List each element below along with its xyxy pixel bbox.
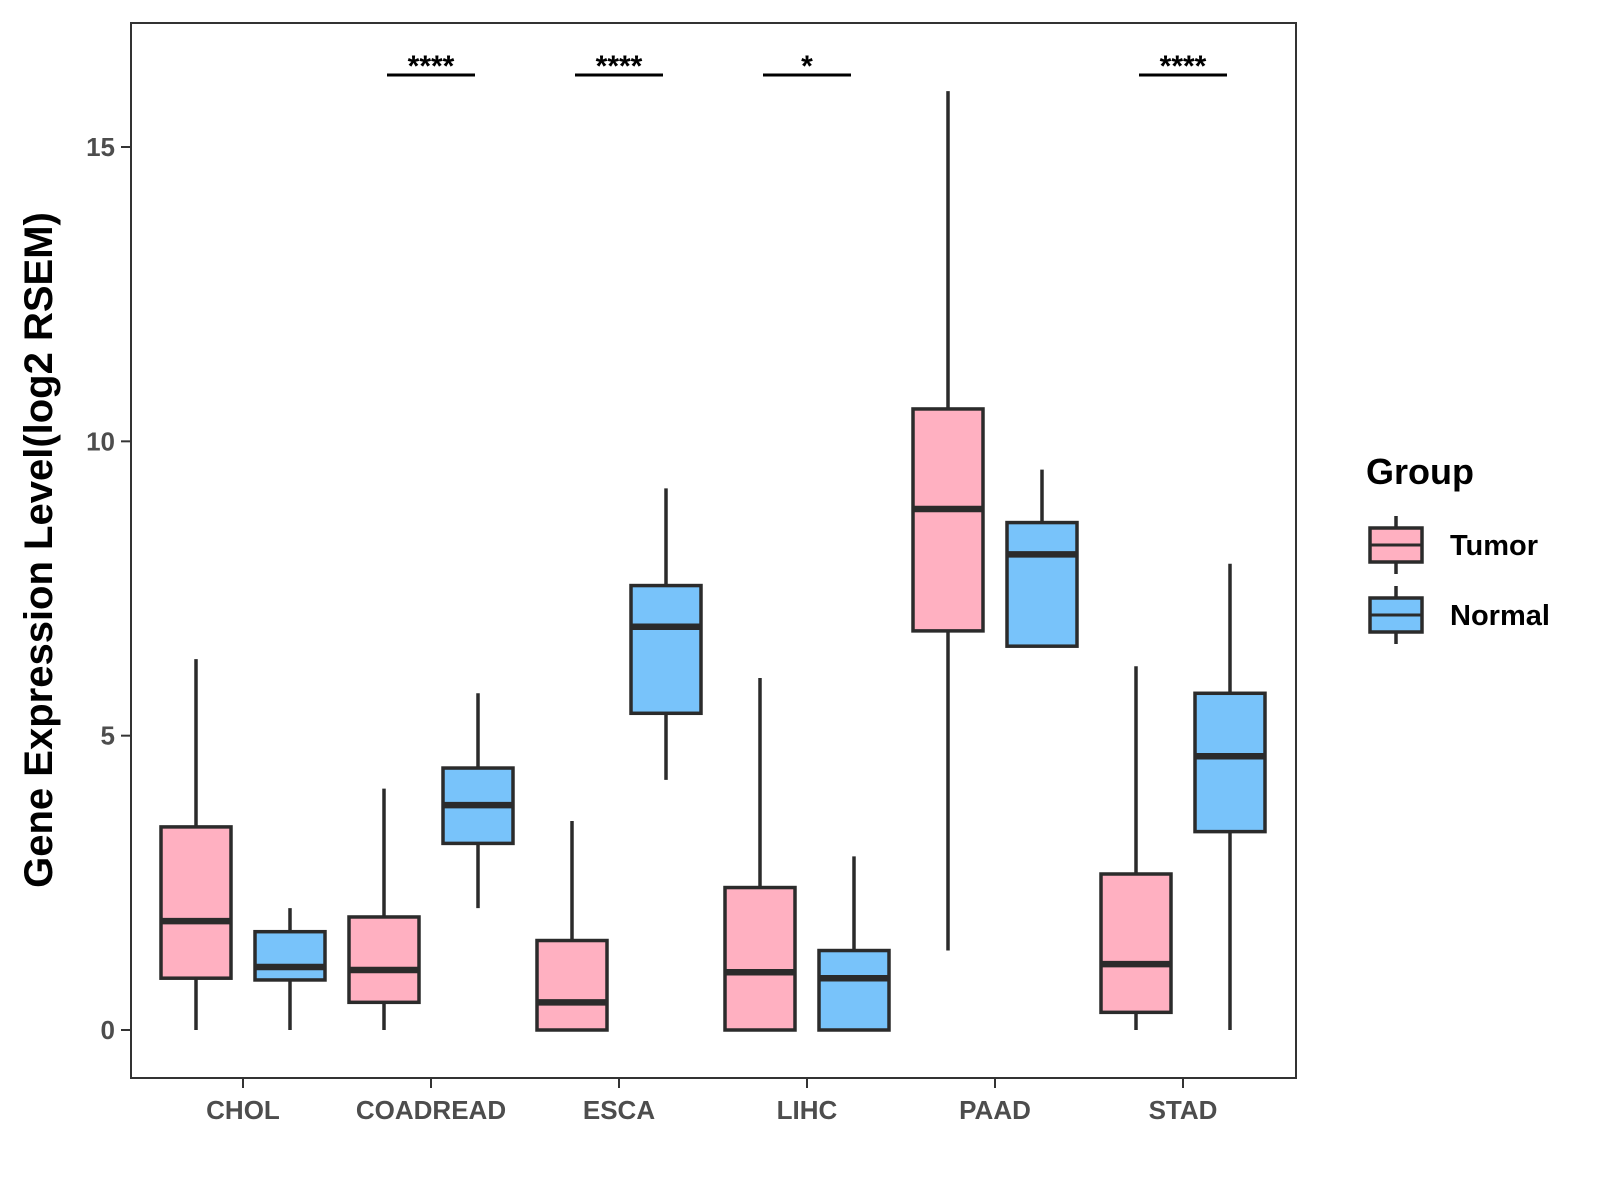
boxes-layer bbox=[159, 91, 1267, 1032]
box-lihc-normal bbox=[817, 856, 891, 1032]
iqr-box-coadread-tumor bbox=[347, 915, 421, 1005]
legend: Group Tumor Normal bbox=[1366, 451, 1550, 644]
box-lihc-tumor bbox=[723, 677, 797, 1032]
box-coadread-normal bbox=[441, 693, 515, 909]
iqr-box-lihc-tumor bbox=[723, 885, 797, 1032]
iqr-box-stad-tumor bbox=[1099, 872, 1173, 1015]
x-tick-label-paad: PAAD bbox=[959, 1095, 1031, 1125]
y-tick-label-5: 5 bbox=[101, 721, 115, 751]
y-axis: 0 5 10 15 bbox=[86, 132, 131, 1045]
x-tick-label-lihc: LIHC bbox=[777, 1095, 838, 1125]
iqr-box-esca-tumor bbox=[535, 938, 609, 1032]
box-esca-tumor bbox=[535, 821, 609, 1032]
y-tick-label-15: 15 bbox=[86, 132, 115, 162]
box-chol-normal bbox=[253, 908, 327, 1030]
y-axis-title: Gene Expression Level(log2 RSEM) bbox=[17, 212, 61, 888]
box-chol-tumor bbox=[159, 659, 233, 1030]
significance-label-lihc: * bbox=[801, 50, 813, 83]
iqr-box-stad-normal bbox=[1193, 691, 1267, 834]
x-tick-label-chol: CHOL bbox=[206, 1095, 280, 1125]
iqr-box-esca-normal bbox=[629, 583, 703, 716]
box-esca-normal bbox=[629, 488, 703, 780]
box-paad-normal bbox=[1005, 469, 1079, 648]
significance-label-coadread: **** bbox=[408, 50, 455, 83]
legend-entries: Tumor Normal bbox=[1368, 516, 1550, 644]
box-stad-normal bbox=[1193, 563, 1267, 1030]
legend-title: Group bbox=[1366, 451, 1474, 492]
iqr-box-lihc-normal bbox=[817, 948, 891, 1032]
box-stad-tumor bbox=[1099, 666, 1173, 1030]
legend-label-normal: Normal bbox=[1450, 600, 1550, 632]
x-axis: CHOL COADREAD ESCA LIHC PAAD STAD bbox=[206, 1078, 1217, 1125]
x-tick-label-esca: ESCA bbox=[583, 1095, 655, 1125]
legend-label-tumor: Tumor bbox=[1450, 530, 1538, 562]
y-tick-label-10: 10 bbox=[86, 426, 115, 456]
significance-annotations: **** **** * **** bbox=[387, 50, 1227, 83]
legend-item-normal: Normal bbox=[1368, 586, 1550, 644]
iqr-box-chol-tumor bbox=[159, 825, 233, 980]
x-tick-label-stad: STAD bbox=[1149, 1095, 1218, 1125]
iqr-box-paad-normal bbox=[1005, 520, 1079, 648]
panel-border bbox=[130, 22, 1297, 1079]
y-tick-label-0: 0 bbox=[101, 1015, 115, 1045]
x-tick-label-coadread: COADREAD bbox=[356, 1095, 506, 1125]
significance-label-stad: **** bbox=[1160, 50, 1207, 83]
significance-label-esca: **** bbox=[596, 50, 643, 83]
box-paad-tumor bbox=[911, 91, 985, 951]
box-coadread-tumor bbox=[347, 788, 421, 1030]
iqr-box-chol-normal bbox=[253, 929, 327, 982]
legend-item-tumor: Tumor bbox=[1368, 516, 1538, 574]
iqr-box-paad-tumor bbox=[911, 407, 985, 633]
